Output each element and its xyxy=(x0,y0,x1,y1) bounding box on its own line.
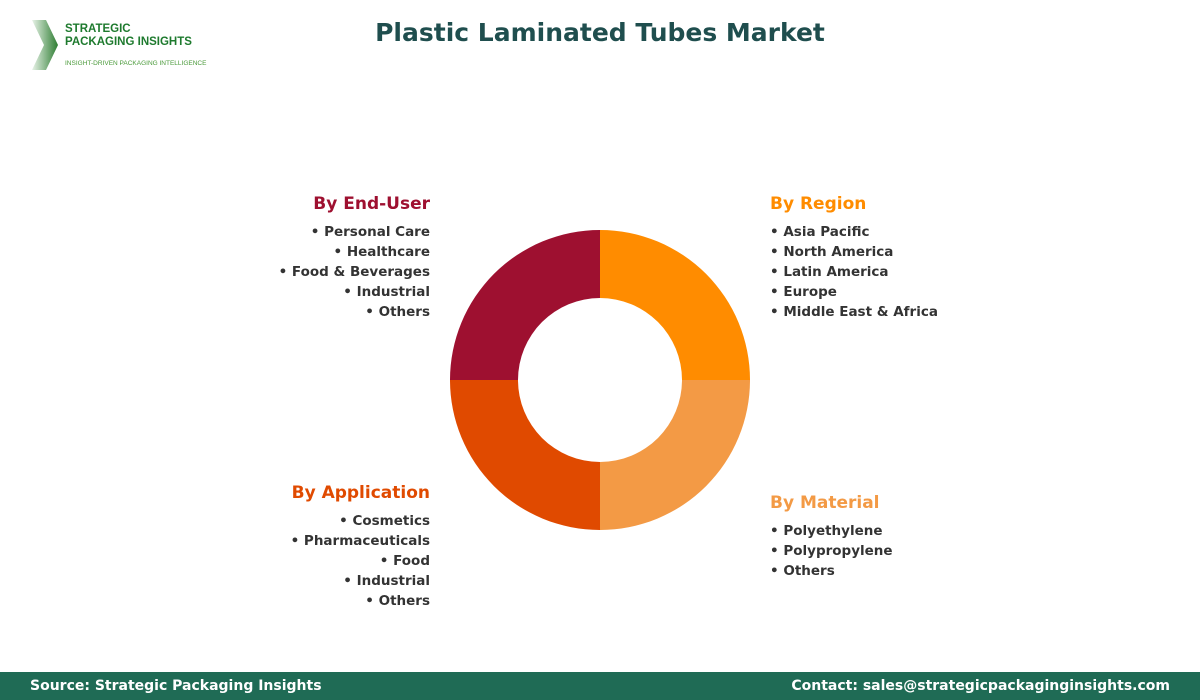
donut-slice-end-user xyxy=(450,230,600,380)
segment-item: Others xyxy=(291,591,430,611)
segment-item: Latin America xyxy=(770,262,938,282)
segment-item: Food xyxy=(291,551,430,571)
logo-chevron-icon xyxy=(32,20,58,70)
segment-title: By Region xyxy=(770,194,867,214)
segment-item: Asia Pacific xyxy=(770,222,938,242)
segment-title: By Material xyxy=(770,493,880,513)
segment-region: By Region Asia PacificNorth AmericaLatin… xyxy=(770,194,938,322)
donut-slice-application xyxy=(450,380,600,530)
segment-item: Polypropylene xyxy=(770,541,892,561)
segment-application: By Application CosmeticsPharmaceuticalsF… xyxy=(291,483,430,611)
segment-title: By Application xyxy=(291,483,430,503)
page-title: Plastic Laminated Tubes Market xyxy=(375,18,825,47)
segment-item: Industrial xyxy=(291,571,430,591)
segment-item: Others xyxy=(279,302,430,322)
segment-item: Middle East & Africa xyxy=(770,302,938,322)
segment-item: Industrial xyxy=(279,282,430,302)
segment-item: North America xyxy=(770,242,938,262)
segment-material: By Material PolyethylenePolypropyleneOth… xyxy=(770,493,893,581)
logo-name-line2: PACKAGING INSIGHTS xyxy=(65,36,192,48)
segment-item: Food & Beverages xyxy=(279,262,430,282)
segment-end-user: By End-User Personal CareHealthcareFood … xyxy=(279,194,430,322)
footer-contact[interactable]: Contact: sales@strategicpackaginginsight… xyxy=(791,678,1170,694)
logo: STRATEGIC PACKAGING INSIGHTS INSIGHT-DRIV… xyxy=(30,18,230,74)
segment-item: Healthcare xyxy=(279,242,430,262)
segment-item: Europe xyxy=(770,282,938,302)
segment-item: Cosmetics xyxy=(291,511,430,531)
donut-slice-region xyxy=(600,230,750,380)
segment-item: Others xyxy=(770,561,893,581)
footer-source: Source: Strategic Packaging Insights xyxy=(30,678,322,694)
segment-item: Polyethylene xyxy=(770,521,893,541)
donut-slice-material xyxy=(600,380,750,530)
logo-tagline: INSIGHT-DRIVEN PACKAGING INTELLIGENCE xyxy=(65,60,207,67)
logo-name: STRATEGIC PACKAGING INSIGHTS xyxy=(65,23,192,49)
segment-title: By End-User xyxy=(313,194,430,214)
segment-item: Personal Care xyxy=(279,222,430,242)
footer: Source: Strategic Packaging Insights Con… xyxy=(0,672,1200,700)
segment-item: Pharmaceuticals xyxy=(291,531,430,551)
logo-name-line1: STRATEGIC xyxy=(65,23,131,35)
